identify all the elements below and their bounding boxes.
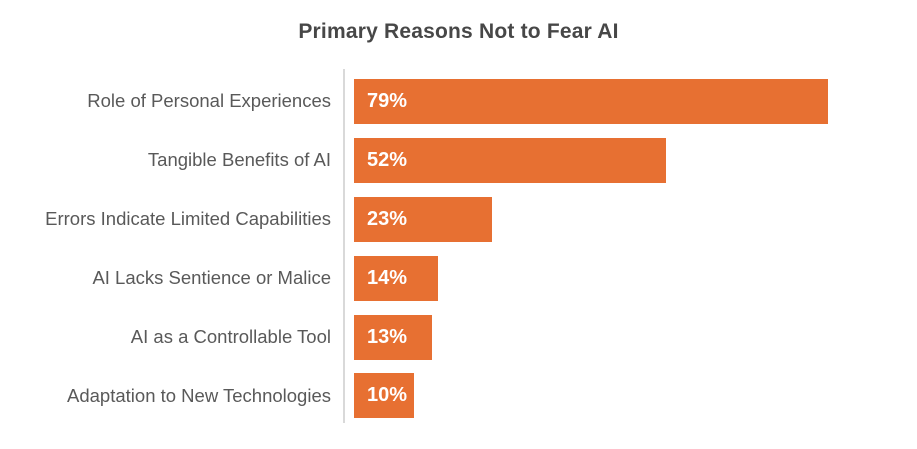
value-label: 23% (367, 207, 408, 230)
chart-row: Role of Personal Experiences 79% (0, 72, 917, 131)
bar: 23% (354, 196, 492, 242)
plot-area: Role of Personal Experiences 79% Tangibl… (0, 72, 917, 425)
category-label: AI as a Controllable Tool (130, 326, 331, 347)
bar: 79% (354, 78, 828, 124)
category-axis-line (343, 69, 345, 423)
value-label: 10% (367, 384, 408, 407)
chart-row: Adaptation to New Technologies 10% (0, 366, 917, 425)
bar: 52% (354, 137, 666, 183)
bar: 10% (354, 373, 414, 419)
category-label: AI Lacks Sentience or Malice (92, 267, 331, 289)
chart-row: AI as a Controllable Tool 13% (0, 308, 917, 367)
bar-track: 10% (354, 373, 917, 419)
value-label: 52% (367, 148, 408, 171)
bar-track: 52% (354, 137, 917, 183)
category-label: Adaptation to New Technologies (67, 384, 331, 406)
category-label: Errors Indicate Limited Capabilities (45, 208, 331, 230)
value-label: 14% (367, 266, 408, 289)
category-label: Role of Personal Experiences (87, 90, 331, 112)
bar-track: 14% (354, 255, 917, 301)
chart-row: Errors Indicate Limited Capabilities 23% (0, 190, 917, 249)
chart-row: Tangible Benefits of AI 52% (0, 131, 917, 190)
bar-track: 13% (354, 314, 917, 360)
bar-track: 23% (354, 196, 917, 242)
value-label: 79% (367, 89, 408, 112)
category-label: Tangible Benefits of AI (147, 149, 331, 171)
bar: 13% (354, 314, 432, 360)
chart-title: Primary Reasons Not to Fear AI (298, 20, 619, 43)
value-label: 13% (367, 325, 408, 348)
bar: 14% (354, 255, 438, 301)
chart-row: AI Lacks Sentience or Malice 14% (0, 249, 917, 308)
bar-track: 79% (354, 78, 917, 124)
